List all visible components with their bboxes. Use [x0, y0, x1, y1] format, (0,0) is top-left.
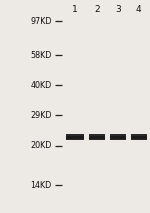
Text: 20KD: 20KD	[30, 141, 52, 150]
Bar	[66, 136, 84, 139]
Bar	[131, 134, 147, 140]
Text: 40KD: 40KD	[30, 81, 52, 90]
Bar	[66, 134, 84, 140]
Text: 97KD: 97KD	[30, 17, 52, 26]
Bar	[110, 136, 126, 139]
Bar	[110, 134, 126, 140]
Text: 4: 4	[136, 5, 142, 14]
Bar	[88, 136, 105, 139]
Text: 3: 3	[115, 5, 121, 14]
Text: 29KD: 29KD	[30, 111, 52, 119]
Text: 58KD: 58KD	[30, 51, 52, 60]
Bar	[131, 136, 147, 139]
Text: 2: 2	[94, 5, 100, 14]
Text: 14KD: 14KD	[30, 181, 52, 190]
Bar	[88, 134, 105, 140]
Text: 1: 1	[72, 5, 78, 14]
